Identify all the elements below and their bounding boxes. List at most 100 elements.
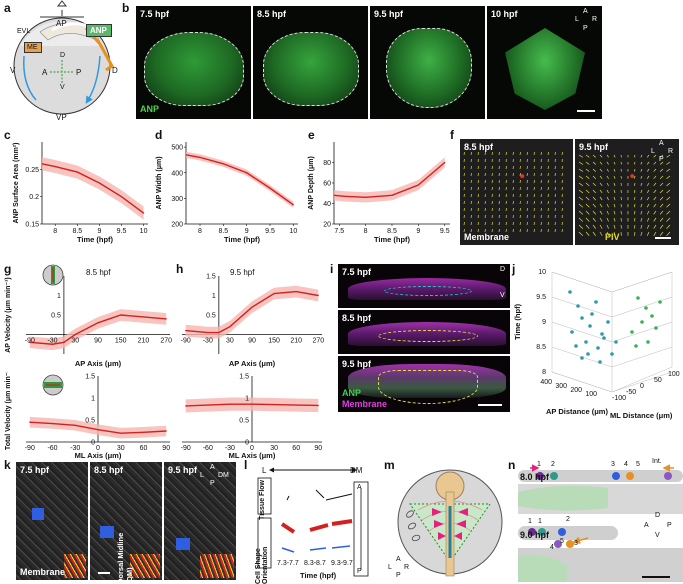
piv-arrow	[477, 179, 479, 184]
piv-arrow	[554, 151, 556, 156]
scatter-point	[570, 330, 574, 334]
blue-patch-k1	[32, 508, 44, 520]
piv-arrow	[554, 200, 556, 205]
scatter-point	[634, 344, 638, 348]
x-tick-label: -90	[181, 445, 191, 452]
piv-arrow	[599, 175, 603, 179]
piv-arrow	[592, 203, 596, 208]
y-tick-label: 1	[212, 293, 216, 300]
n-time-2: 9.0 hpf	[520, 530, 550, 540]
piv-arrow	[526, 214, 528, 219]
panel-label-b: b	[122, 1, 130, 15]
piv-arrow	[484, 165, 486, 170]
compass-k-dm: DM	[218, 472, 229, 479]
compass-k-a: A	[210, 464, 215, 471]
anp-label-i: ANP	[342, 388, 362, 398]
data-point	[218, 331, 220, 334]
n-time-1: 8.0 hpf	[520, 472, 550, 482]
compass-b-a: A	[583, 8, 588, 15]
piv-arrow	[533, 186, 535, 191]
piv-arrow	[498, 158, 500, 163]
label-vp: VP	[56, 113, 67, 122]
piv-arrow	[470, 158, 472, 163]
confidence-band	[42, 157, 144, 220]
data-point	[295, 291, 297, 293]
piv-arrow	[491, 172, 493, 177]
midline-label: Dorsal Midline (DM)	[116, 532, 134, 584]
piv-arrow	[613, 231, 616, 236]
data-point	[185, 330, 187, 332]
compass-i-d: D	[500, 266, 506, 273]
red-patch-k3	[200, 554, 234, 578]
piv-arrow	[512, 228, 514, 233]
piv-arrow	[666, 175, 671, 179]
x-tick-label: 30	[226, 338, 234, 345]
compass-n-a: A	[644, 522, 649, 529]
scatter-point	[596, 346, 600, 350]
x-tick-label: 270	[160, 338, 172, 345]
y-tick-label: 80	[323, 160, 331, 167]
piv-arrow	[533, 214, 535, 219]
scatter-point	[640, 320, 644, 324]
data-point	[142, 431, 145, 433]
piv-arrow	[491, 179, 493, 184]
scatter-point	[654, 326, 658, 330]
x-tick-label: 90	[248, 338, 256, 345]
piv-arrow	[666, 224, 671, 229]
confidence-band	[29, 309, 167, 351]
piv-arrow	[578, 224, 584, 229]
piv-image-2: 9.5 hpf PIV	[575, 139, 679, 245]
piv-arrow	[526, 193, 528, 198]
data-point	[97, 322, 99, 324]
piv-arrow	[477, 193, 479, 198]
piv-arrow	[463, 228, 465, 233]
y-tick-label: -100	[612, 395, 626, 402]
cell-shape-label: Cell Shape Orientation	[255, 546, 269, 584]
y-tick-label: 1	[245, 396, 249, 403]
data-point	[142, 316, 145, 318]
l-ap-p: P	[357, 568, 362, 575]
piv-arrow	[578, 182, 584, 187]
x-tick-label: 9.5	[440, 228, 450, 235]
y-axis-label: ANP Depth (μm)	[308, 156, 315, 210]
label-dd: D	[60, 52, 66, 59]
piv-arrow	[512, 172, 514, 177]
label-anp: ANP	[90, 26, 107, 35]
piv-arrow	[653, 168, 657, 172]
series-line	[185, 290, 319, 334]
piv-arrow	[606, 196, 609, 201]
y-tick-label: -50	[626, 389, 636, 396]
piv-arrow	[533, 228, 535, 233]
scatter-point	[600, 332, 604, 336]
anp-stain-label: ANP	[140, 104, 160, 114]
piv-arrow	[666, 154, 671, 158]
y-axis-label: Total Velocity (μm min⁻¹)	[5, 372, 12, 450]
piv-arrow	[512, 186, 514, 191]
panel-label-a: a	[4, 1, 11, 15]
data-point	[120, 196, 123, 198]
piv-arrow	[547, 214, 549, 219]
n-int-label: Int.	[652, 458, 662, 465]
piv-arrow	[659, 175, 664, 179]
panel-label-k: k	[4, 458, 11, 472]
y-axis-label: AP Velocity (μm min⁻¹)	[5, 277, 12, 353]
data-point	[207, 404, 209, 406]
data-point	[54, 166, 56, 168]
x-tick-label: 30	[270, 445, 278, 452]
piv-arrow	[519, 158, 521, 163]
x-tick-label: -90	[25, 445, 35, 452]
l-dm-label: DM	[350, 466, 363, 475]
piv-arrow	[484, 151, 486, 156]
n-bot-1a: 1	[528, 518, 532, 525]
piv-arrow	[646, 161, 650, 165]
piv-arrow	[592, 210, 596, 215]
x-axis-label: Time (hpf)	[77, 235, 114, 244]
piv-arrow	[646, 182, 650, 187]
compass-m-r: R	[404, 564, 410, 571]
piv-arrow	[540, 214, 542, 219]
piv-arrow	[512, 151, 514, 156]
compass-m-l: L	[388, 564, 392, 571]
y-axis-label: ANP Surface Area (mm²)	[13, 143, 20, 224]
y-axis-label: ANP Width (μm)	[156, 156, 163, 209]
